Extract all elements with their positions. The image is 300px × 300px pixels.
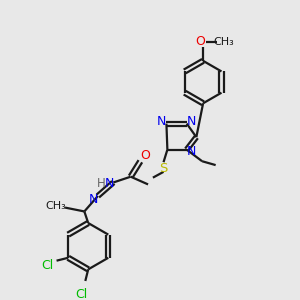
Text: N: N [187,115,196,128]
Text: S: S [159,163,168,176]
Text: N: N [187,145,196,158]
Text: H: H [97,177,106,190]
Text: N: N [88,194,98,206]
Text: N: N [105,177,114,190]
Text: O: O [140,149,150,162]
Text: N: N [157,115,166,128]
Text: O: O [195,35,205,48]
Text: Cl: Cl [75,288,88,300]
Text: CH₃: CH₃ [45,201,66,211]
Text: CH₃: CH₃ [213,37,234,46]
Text: Cl: Cl [41,259,53,272]
